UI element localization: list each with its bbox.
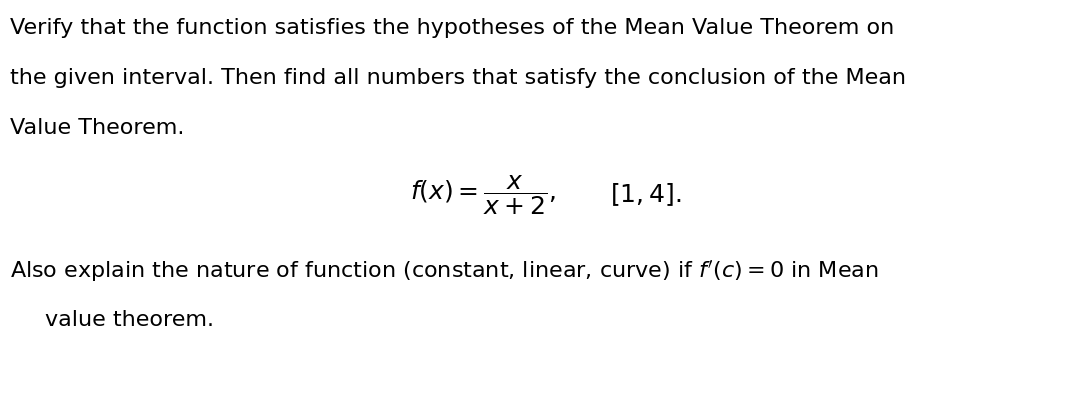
Text: Value Theorem.: Value Theorem. — [10, 118, 185, 138]
Text: $f(x) = \dfrac{x}{x + 2},$: $f(x) = \dfrac{x}{x + 2},$ — [410, 173, 556, 217]
Text: $[1,4].$: $[1,4].$ — [610, 182, 681, 209]
Text: Verify that the function satisfies the hypotheses of the Mean Value Theorem on: Verify that the function satisfies the h… — [10, 18, 894, 38]
Text: the given interval. Then find all numbers that satisfy the conclusion of the Mea: the given interval. Then find all number… — [10, 68, 906, 88]
Text: value theorem.: value theorem. — [45, 310, 214, 330]
Text: Also explain the nature of function (constant, linear, curve) if $f'(c) = 0$ in : Also explain the nature of function (con… — [10, 258, 879, 284]
